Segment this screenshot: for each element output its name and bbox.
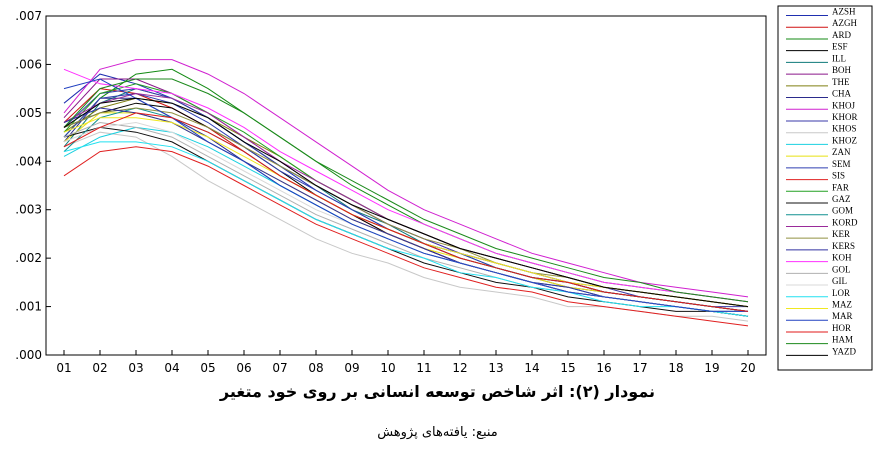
legend-label-sis: SIS bbox=[832, 171, 845, 181]
x-tick-label: 18 bbox=[668, 361, 683, 375]
x-axis: 01 02 03 04 05 06 07 08 09 10 11 12 13 14 15 16 17 18 19 20 bbox=[56, 350, 756, 375]
y-tick-label: .003 bbox=[15, 203, 42, 217]
x-tick-label: 01 bbox=[56, 361, 71, 375]
series-line-sis bbox=[63, 146, 749, 327]
legend-label-ham: HAM bbox=[832, 335, 853, 345]
legend-label-sem: SEM bbox=[832, 159, 851, 169]
y-axis: .000 .001 .002 .003 .004 .005 .006 .007 bbox=[15, 9, 51, 362]
legend-label-mar: MAR bbox=[832, 311, 853, 321]
x-tick-label: 08 bbox=[308, 361, 323, 375]
legend-label-zan: ZAN bbox=[832, 147, 851, 157]
legend-label-khoj: KHOJ bbox=[832, 100, 855, 110]
x-tick-label: 04 bbox=[164, 361, 179, 375]
legend-label-ard: ARD bbox=[832, 30, 852, 40]
legend-label-azgh: AZGH bbox=[832, 18, 857, 28]
x-tick-label: 06 bbox=[236, 361, 251, 375]
series-line-mar bbox=[63, 78, 748, 312]
x-tick-label: 17 bbox=[632, 361, 647, 375]
legend-label-ill: ILL bbox=[832, 53, 846, 63]
legend-frame bbox=[777, 5, 873, 371]
legend-label-azsh: AZSH bbox=[832, 7, 856, 17]
legend-label-cha: CHA bbox=[832, 89, 852, 99]
x-tick-label: 09 bbox=[344, 361, 359, 375]
y-tick-label: .002 bbox=[15, 251, 42, 265]
legend-label-esf: ESF bbox=[832, 42, 848, 52]
series-line-sem bbox=[63, 92, 749, 312]
series-line-gol bbox=[63, 121, 749, 317]
x-tick-label: 14 bbox=[524, 361, 539, 375]
figure-caption-source: منبع: یافته‌های پژوهش bbox=[377, 425, 498, 440]
legend-label-the: THE bbox=[832, 77, 850, 87]
series-line-yazd bbox=[63, 97, 749, 308]
x-tick-label: 19 bbox=[704, 361, 719, 375]
y-tick-label: .000 bbox=[15, 348, 42, 362]
x-tick-label: 10 bbox=[380, 361, 395, 375]
figure-caption-title: نمودار (۲): اثر شاخص توسعه انسانی بر روی… bbox=[219, 382, 656, 401]
x-tick-label: 07 bbox=[272, 361, 287, 375]
y-tick-label: .004 bbox=[15, 154, 42, 168]
x-tick-label: 05 bbox=[200, 361, 215, 375]
x-tick-label: 15 bbox=[560, 361, 575, 375]
series-line-ker bbox=[63, 107, 749, 308]
x-tick-label: 12 bbox=[452, 361, 467, 375]
series-line-ard bbox=[63, 68, 749, 303]
legend-label-khor: KHOR bbox=[832, 112, 858, 122]
legend-label-far: FAR bbox=[832, 182, 849, 192]
legend-label-boh: BOH bbox=[832, 65, 852, 75]
legend-label-kers: KERS bbox=[832, 241, 855, 251]
x-tick-label: 13 bbox=[488, 361, 503, 375]
series-line-azsh bbox=[63, 73, 749, 312]
legend-label-gaz: GAZ bbox=[832, 194, 851, 204]
x-tick-label: 20 bbox=[740, 361, 755, 375]
legend-label-ker: KER bbox=[832, 229, 850, 239]
x-tick-label: 11 bbox=[416, 361, 431, 375]
series-line-ham bbox=[63, 78, 749, 303]
x-tick-label: 02 bbox=[92, 361, 107, 375]
legend-label-kord: KORD bbox=[832, 217, 858, 227]
y-tick-label: .005 bbox=[15, 106, 42, 120]
series-line-zan bbox=[63, 112, 749, 312]
legend-label-khos: KHOS bbox=[832, 124, 857, 134]
legend-label-koh: KOH bbox=[832, 253, 852, 263]
legend-label-gol: GOL bbox=[832, 264, 851, 274]
legend-label-gom: GOM bbox=[832, 206, 853, 216]
y-tick-label: .006 bbox=[15, 57, 42, 71]
series-line-the bbox=[63, 97, 749, 308]
legend-label-maz: MAZ bbox=[832, 300, 852, 310]
legend-label-hor: HOR bbox=[832, 323, 851, 333]
legend-label-gil: GIL bbox=[832, 276, 847, 286]
series-line-boh bbox=[63, 78, 749, 312]
x-tick-label: 16 bbox=[596, 361, 611, 375]
plot-area-frame bbox=[45, 15, 767, 356]
legend-label-lor: LOR bbox=[832, 288, 850, 298]
series-line-koh bbox=[63, 68, 749, 303]
legend-label-yazd: YAZD bbox=[832, 346, 856, 356]
line-chart: .000.001.002.003.004.005.006.007 01 02 03 0… bbox=[15, 5, 873, 375]
series-line-hor bbox=[63, 112, 749, 312]
y-tick-label: .001 bbox=[15, 300, 42, 314]
series-line-lor bbox=[63, 141, 749, 317]
series-lines bbox=[63, 59, 749, 327]
x-tick-label: 03 bbox=[128, 361, 143, 375]
y-tick-label: .007 bbox=[15, 9, 42, 23]
series-line-khoj bbox=[63, 59, 749, 298]
legend-label-khoz: KHOZ bbox=[832, 135, 857, 145]
